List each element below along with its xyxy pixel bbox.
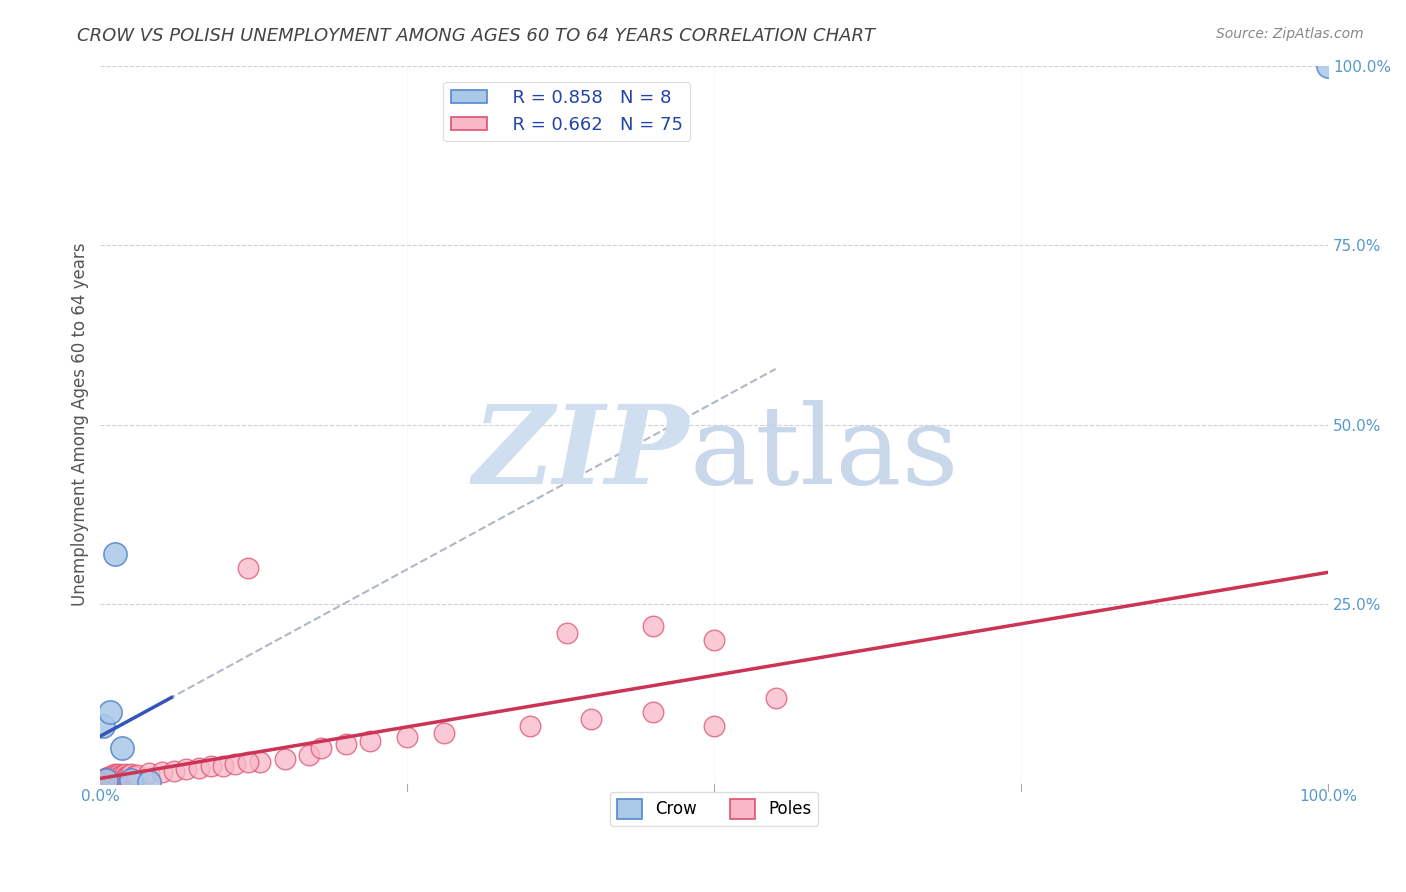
Point — [1317, 59, 1340, 73]
Point — [117, 768, 139, 782]
Point — [97, 772, 120, 787]
Point — [765, 690, 787, 705]
Point — [98, 772, 121, 786]
Point — [101, 768, 124, 782]
Point — [107, 771, 129, 785]
Point — [101, 771, 124, 785]
Point — [98, 705, 121, 719]
Point — [104, 547, 127, 561]
Point — [93, 773, 115, 788]
Point — [104, 770, 127, 784]
Point — [127, 768, 149, 782]
Point — [103, 772, 125, 786]
Point — [100, 770, 122, 784]
Point — [187, 761, 209, 775]
Point — [311, 740, 333, 755]
Point — [200, 758, 222, 772]
Point — [120, 767, 142, 781]
Point — [94, 773, 117, 788]
Point — [97, 771, 120, 785]
Point — [433, 726, 456, 740]
Point — [94, 772, 117, 786]
Point — [93, 772, 115, 787]
Point — [103, 769, 125, 783]
Point — [555, 626, 578, 640]
Point — [117, 769, 139, 783]
Point — [163, 764, 186, 778]
Point — [359, 733, 381, 747]
Point — [125, 770, 148, 784]
Point — [138, 766, 160, 780]
Point — [107, 766, 129, 780]
Point — [519, 719, 541, 733]
Text: atlas: atlas — [690, 400, 959, 507]
Point — [104, 767, 127, 781]
Point — [112, 770, 135, 784]
Point — [115, 770, 138, 784]
Point — [273, 751, 295, 765]
Point — [111, 740, 134, 755]
Point — [335, 737, 357, 751]
Point — [641, 619, 664, 633]
Point — [90, 773, 112, 788]
Point — [150, 765, 173, 780]
Point — [236, 755, 259, 769]
Point — [96, 773, 118, 788]
Point — [641, 705, 664, 719]
Legend: Crow, Poles: Crow, Poles — [610, 792, 818, 826]
Point — [96, 771, 118, 785]
Text: Source: ZipAtlas.com: Source: ZipAtlas.com — [1216, 27, 1364, 41]
Point — [110, 770, 132, 784]
Point — [249, 755, 271, 769]
Point — [97, 773, 120, 788]
Point — [138, 775, 160, 789]
Point — [114, 767, 136, 781]
Text: CROW VS POLISH UNEMPLOYMENT AMONG AGES 60 TO 64 YEARS CORRELATION CHART: CROW VS POLISH UNEMPLOYMENT AMONG AGES 6… — [77, 27, 876, 45]
Point — [212, 758, 235, 772]
Point — [122, 769, 145, 783]
Point — [100, 772, 122, 787]
Point — [396, 730, 419, 744]
Point — [105, 768, 128, 782]
Point — [703, 719, 725, 733]
Point — [107, 770, 129, 784]
Text: ZIP: ZIP — [472, 400, 690, 508]
Point — [298, 747, 321, 762]
Point — [111, 768, 134, 782]
Point — [703, 633, 725, 648]
Point — [108, 769, 131, 783]
Point — [101, 773, 124, 788]
Point — [91, 719, 114, 733]
Point — [96, 773, 118, 788]
Point — [91, 774, 114, 789]
Point — [236, 561, 259, 575]
Point — [96, 772, 118, 787]
Point — [224, 756, 246, 771]
Point — [98, 770, 121, 784]
Point — [120, 773, 142, 788]
Point — [97, 770, 120, 784]
Point — [581, 712, 603, 726]
Point — [176, 763, 198, 777]
Y-axis label: Unemployment Among Ages 60 to 64 years: Unemployment Among Ages 60 to 64 years — [72, 243, 89, 607]
